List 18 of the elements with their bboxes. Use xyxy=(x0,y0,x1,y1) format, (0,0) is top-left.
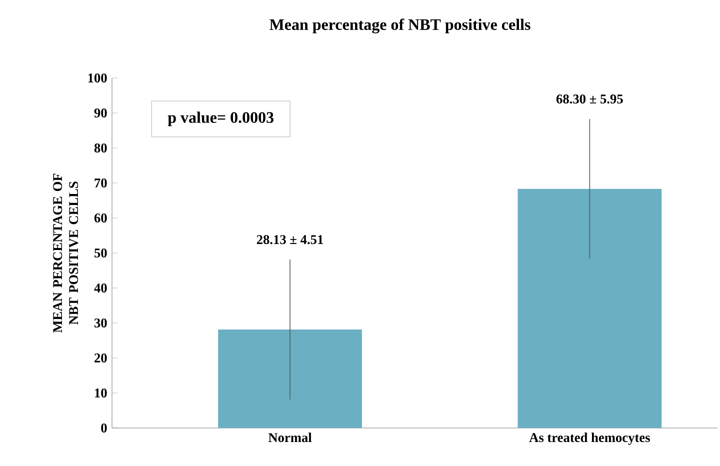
x-tick-label: Normal xyxy=(268,432,312,442)
y-tick-label: 20 xyxy=(94,353,107,362)
y-axis-title: MEAN PERCENTAGE OF NBT POSITIVE CELLS xyxy=(53,174,78,333)
annotation: p value= 0.0003 xyxy=(168,112,274,126)
annotation: 28.13 ± 4.51 xyxy=(256,235,323,244)
y-tick-label: 100 xyxy=(88,73,107,82)
y-tick-label: 80 xyxy=(94,143,107,152)
y-tick-label: 90 xyxy=(94,108,107,118)
y-tick-label: 0 xyxy=(101,423,107,432)
y-tick-label: 10 xyxy=(95,388,107,398)
y-tick-label: 40 xyxy=(94,283,107,292)
chart-title: Mean percentage of NBT positive cells xyxy=(270,18,530,34)
annotation: 68.30 ± 5.95 xyxy=(556,94,623,104)
y-tick-label: 60 xyxy=(94,213,107,222)
y-tick-label: 70 xyxy=(94,178,107,188)
y-tick-label: 30 xyxy=(94,318,107,328)
x-tick-label: As treated hemocytes xyxy=(529,432,650,445)
y-tick-label: 50 xyxy=(94,248,107,258)
